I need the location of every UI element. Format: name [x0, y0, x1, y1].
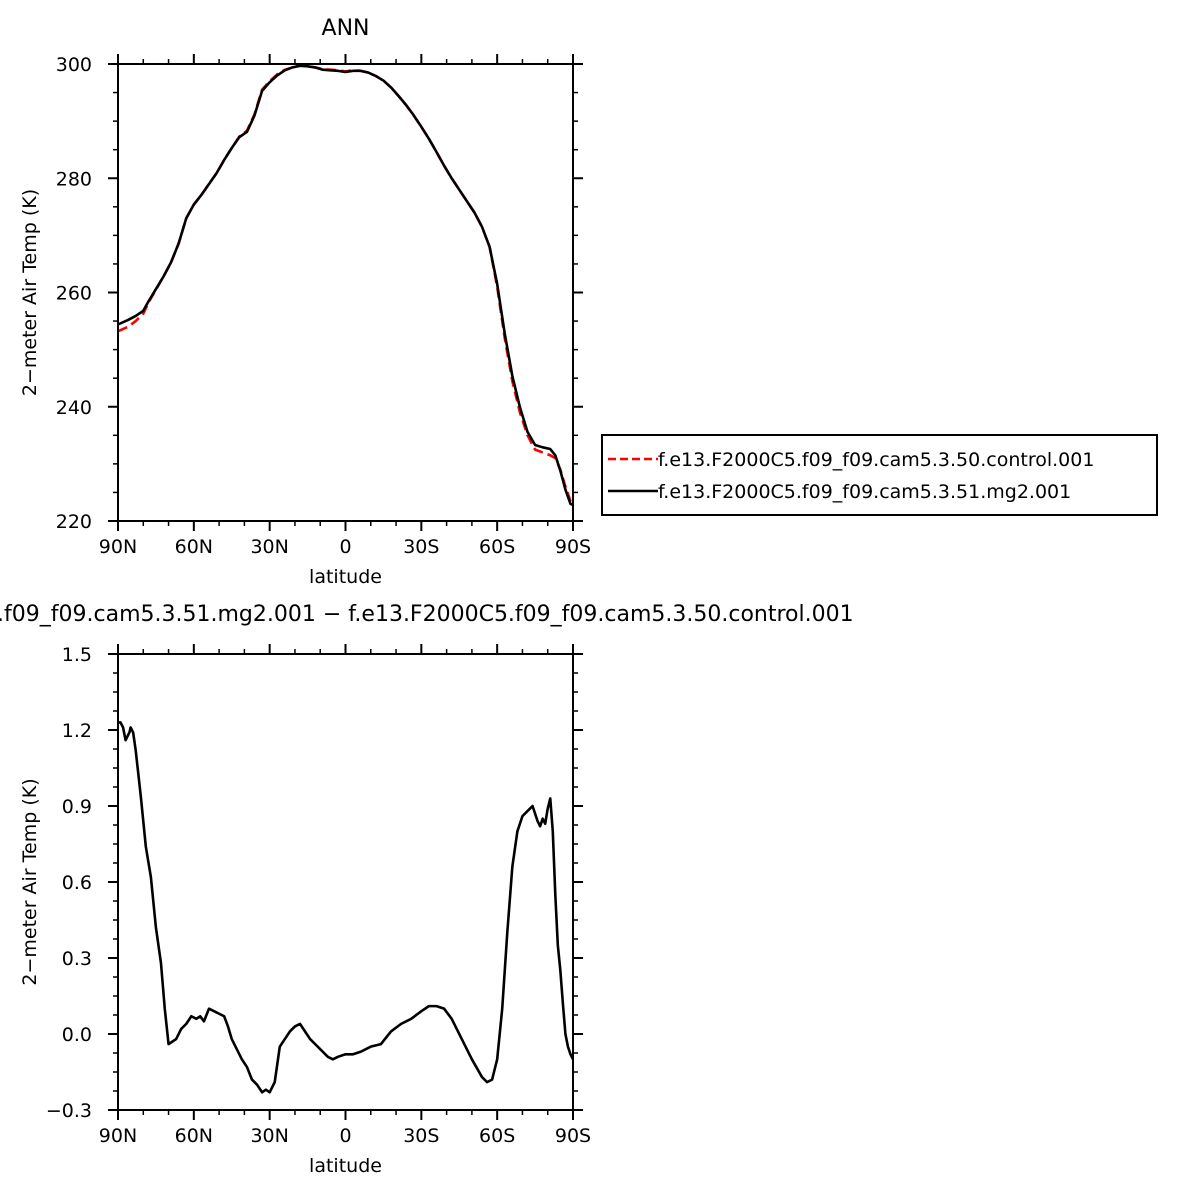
difference-panel: 90N 60N 30N 0 30S 60S 90S −0.3 0.0 0.3 0.6 0.9 1.2 1.…: [0, 602, 854, 1177]
x-tick-label: 0: [339, 536, 351, 558]
y-tick-label: 0.3: [62, 948, 92, 970]
x-tick-label: 30S: [403, 1125, 439, 1147]
y-tick-label: 280: [56, 168, 92, 190]
x-tick-label: 60N: [175, 536, 213, 558]
x-axis-label: latitude: [309, 1155, 382, 1177]
chart-title: f.e13.F2000C5.f09_f09.cam5.3.51.mg2.001 …: [0, 602, 854, 627]
x-tick-label: 30S: [403, 536, 439, 558]
y-tick-label: −0.3: [46, 1100, 92, 1122]
y-tick-label: 0.6: [62, 872, 92, 894]
y-tick-label: 1.5: [62, 644, 92, 666]
temperature-panel: 90N 60N 30N 0 30S 60S 90S 220 240 260 280 300 ANN lat…: [19, 16, 1158, 588]
series-line-0: [118, 721, 573, 1094]
x-tick-label: 90N: [99, 536, 137, 558]
legend-label-0: f.e13.F2000C5.f09_f09.cam5.3.50.control.…: [658, 449, 1094, 471]
legend-label-1: f.e13.F2000C5.f09_f09.cam5.3.51.mg2.001: [658, 481, 1071, 503]
x-tick-label: 0: [339, 1125, 351, 1147]
y-axis-label: 2−meter Air Temp (K): [19, 189, 41, 396]
x-tick-label: 90N: [99, 1125, 137, 1147]
x-tick-label: 60S: [479, 1125, 515, 1147]
chart-title: ANN: [322, 16, 370, 41]
x-tick-label: 60S: [479, 536, 515, 558]
x-tick-label: 30N: [250, 536, 288, 558]
series-line-0: [118, 64, 573, 505]
plot-frame: [117, 63, 574, 522]
x-axis-label: latitude: [309, 566, 382, 588]
y-tick-label: 300: [56, 54, 92, 76]
x-tick-label: 90S: [555, 1125, 591, 1147]
series-line-1: [118, 64, 573, 507]
y-tick-label: 220: [56, 511, 92, 533]
legend-box: [601, 434, 1158, 516]
y-tick-label: 0.0: [62, 1024, 92, 1046]
y-tick-label: 0.9: [62, 796, 92, 818]
x-tick-label: 30N: [250, 1125, 288, 1147]
y-tick-label: 1.2: [62, 720, 92, 742]
x-tick-label: 90S: [555, 536, 591, 558]
plot-frame: [117, 653, 574, 1111]
y-axis-label: 2−meter Air Temp (K): [19, 778, 41, 985]
y-tick-label: 260: [56, 283, 92, 305]
x-tick-label: 60N: [175, 1125, 213, 1147]
y-tick-label: 240: [56, 397, 92, 419]
